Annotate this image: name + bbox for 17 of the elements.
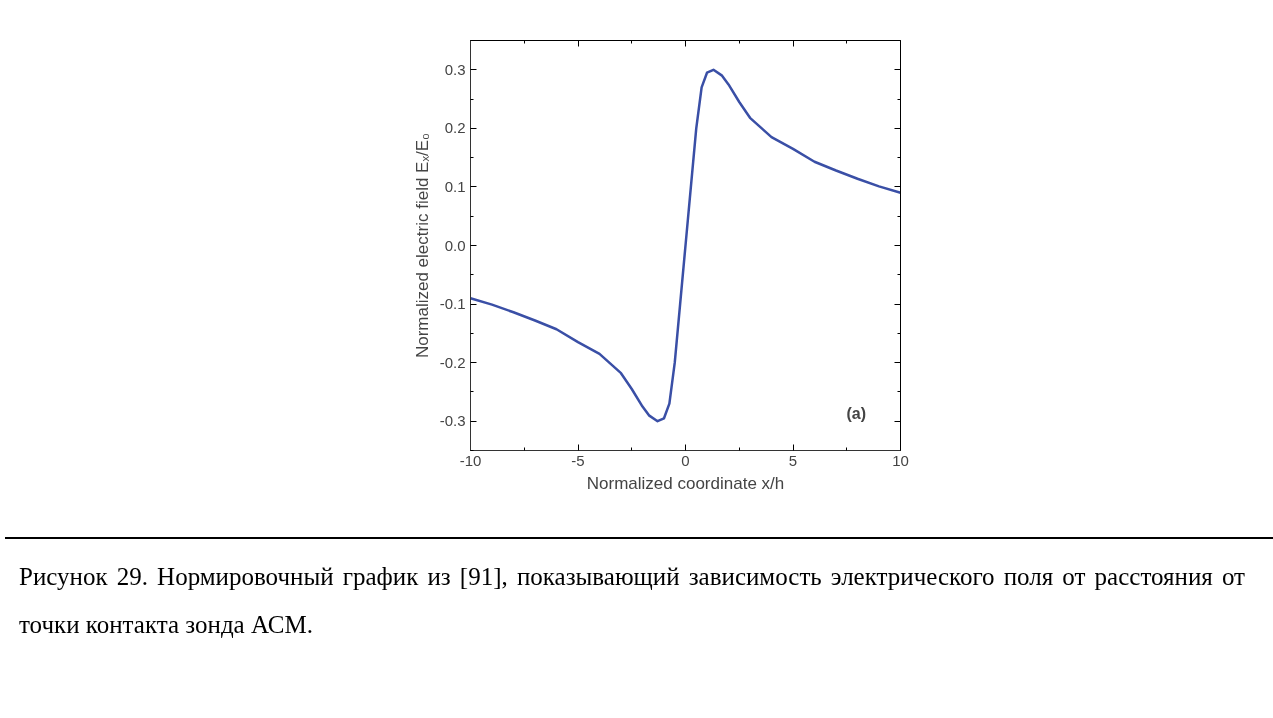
x-axis-title: Normalized coordinate x/h: [586, 473, 785, 493]
y-tick-label: -0.2: [439, 353, 466, 371]
line-series: [470, 68, 901, 423]
x-tick-label: -5: [571, 451, 585, 469]
y-tick-label: -0.3: [439, 412, 466, 430]
text: Рисунок 29. Нормировочный график из [91], показывающий зависимость электрического поля от расстояния от точки контакта зонда АСМ.: [19, 562, 1245, 640]
y-tick-label: 0.1: [444, 177, 466, 195]
y-tick-label: 0.2: [444, 119, 466, 137]
y-tick-label: 0.0: [444, 236, 466, 254]
x-tick-label: -10: [459, 451, 482, 469]
x-tick-label: 5: [788, 451, 798, 469]
x-tick-label: 0: [681, 451, 690, 469]
annotation: (a): [846, 404, 867, 422]
y-axis-title: Normalized electric field Eₓ/E₀: [412, 132, 432, 359]
y-tick-label: 0.3: [444, 60, 466, 78]
y-tick-label: -0.1: [439, 295, 466, 313]
x-tick-label: 10: [892, 451, 909, 469]
